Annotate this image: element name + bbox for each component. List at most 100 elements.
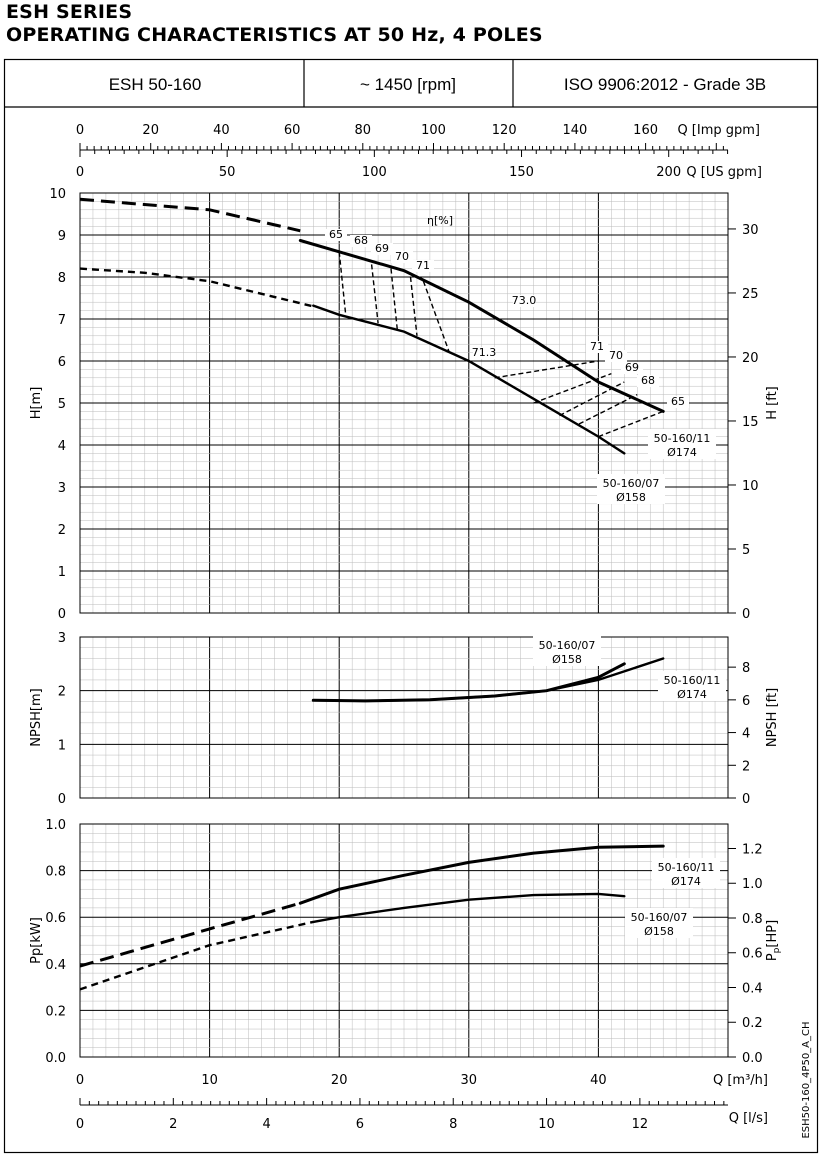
head-plot-frame	[79, 192, 729, 614]
y-tick-label: 0.0	[45, 1051, 66, 1066]
y-tick-label: 0.8	[45, 865, 66, 880]
y2-tick-label: 1.2	[742, 842, 763, 857]
head-ticks: 0 1 2 3 4 5 6 7 8 9 10 0 5 10 15 20 25 30	[49, 187, 758, 622]
y-tick-label: 1	[58, 565, 66, 580]
efficiency-label: 71.3	[472, 346, 497, 359]
y2-tick-label: 25	[742, 287, 759, 302]
series-label-bg	[658, 671, 726, 701]
y-tick-label: 8	[58, 271, 66, 286]
y-tick-label: 3	[58, 481, 66, 496]
y2-tick-label: 0	[742, 607, 750, 622]
x-tick-label: 0	[76, 1073, 84, 1088]
series-label: Ø158	[616, 491, 646, 504]
x-tick-label: 20	[331, 1073, 348, 1088]
efficiency-label: 71	[416, 259, 430, 272]
y2-tick-label: 4	[742, 727, 750, 742]
aux-tick-label: 0	[76, 1117, 84, 1132]
efficiency-label-bg	[391, 251, 413, 263]
aux-axis-label: Q [US gpm]	[686, 165, 762, 180]
series-label: 50-160/07	[539, 639, 596, 652]
aux-tick-label: 2	[169, 1117, 177, 1132]
efficiency-label-bg	[350, 235, 372, 247]
efficiency-label: 73.0	[512, 294, 537, 307]
series-label-bg	[597, 474, 665, 504]
x-tick-label: 10	[201, 1073, 218, 1088]
series-line-dashed	[79, 901, 301, 968]
head-grid	[79, 192, 729, 614]
efficiency-label: 65	[329, 228, 343, 241]
efficiency-label-bg	[412, 260, 434, 272]
y-tick-label: 1	[58, 738, 66, 753]
efficiency-contour	[494, 360, 599, 379]
aux-axis-label: Q [Imp gpm]	[677, 123, 760, 138]
model-label: ESH 50-160	[109, 75, 202, 94]
series-label-bg	[625, 908, 693, 938]
series-line-dashed	[79, 267, 314, 308]
efficiency-label-bg	[371, 243, 393, 255]
npsh-ticks: 0 1 2 3 0 2 4 6 8	[58, 631, 751, 807]
efficiency-label: 68	[641, 374, 655, 387]
series-label: Ø158	[644, 925, 674, 938]
y2-tick-label: 2	[742, 759, 750, 774]
series-label-bg	[652, 858, 720, 888]
y-tick-label: 0	[58, 792, 66, 807]
power-grid	[79, 823, 729, 1058]
aux-tick-label: 100	[362, 165, 387, 180]
aux-tick-label: 12	[632, 1117, 649, 1132]
aux-tick-label: 120	[492, 123, 517, 138]
power-panel: 0.00.20.40.60.81.00.00.20.40.60.81.01.2 …	[29, 818, 782, 1066]
series-label: Ø174	[667, 446, 697, 459]
efficiency-label: 70	[609, 349, 623, 362]
outer-frame	[3, 58, 819, 1154]
series-label: 50-160/11	[654, 432, 711, 445]
aux-axis-label: Q [l/s]	[729, 1111, 768, 1126]
y2-tick-label: 5	[742, 543, 750, 558]
aux-tick-label: 50	[219, 165, 236, 180]
aux-tick-label: 60	[284, 123, 301, 138]
efficiency-contour	[578, 393, 638, 425]
y2-axis-label-sub: p	[772, 947, 782, 953]
efficiency-contour	[559, 381, 625, 417]
chart-code: ESH50-160_4P50_A_CH	[801, 1021, 812, 1138]
efficiency-label-bg	[621, 362, 643, 374]
efficiency-label: 69	[625, 361, 639, 374]
y-axis-label: Pp[kW]	[29, 917, 44, 964]
power-curves	[79, 844, 665, 991]
series-label-bg	[648, 429, 716, 459]
y2-tick-label: 8	[742, 661, 750, 676]
head-curves	[79, 197, 665, 455]
aux-tick-label: 0	[76, 165, 84, 180]
efficiency-label-bg	[637, 375, 659, 387]
standard-label: ISO 9906:2012 - Grade 3B	[564, 75, 766, 94]
y-tick-label: 7	[58, 313, 66, 328]
aux-tick-label: 40	[213, 123, 230, 138]
aux-tick-label: 0	[76, 123, 84, 138]
y-tick-label: 2	[58, 523, 66, 538]
series-label: 50-160/11	[664, 674, 721, 687]
efficiency-axis-label: η[%]	[427, 214, 453, 227]
aux-tick-label: 4	[262, 1117, 270, 1132]
efficiency-label-bg	[325, 229, 347, 241]
y-tick-label: 9	[58, 229, 66, 244]
y-axis-label: H[m]	[29, 387, 44, 420]
efficiency-label-bg	[513, 295, 535, 307]
efficiency-contour	[598, 410, 664, 438]
y-tick-label: 4	[58, 439, 66, 454]
series-label: 50-160/07	[631, 911, 688, 924]
x-tick-label: 40	[590, 1073, 607, 1088]
efficiency-label-bg	[605, 350, 627, 362]
y2-tick-label: 0.0	[742, 1051, 763, 1066]
efficiency-label-bg	[473, 347, 495, 359]
efficiency-contour	[370, 264, 379, 324]
efficiency-contour	[422, 280, 451, 353]
y2-tick-label: 15	[742, 415, 759, 430]
y-tick-label: 0.6	[45, 911, 66, 926]
series-line-dashed	[79, 920, 314, 991]
y-tick-label: 2	[58, 685, 66, 700]
y2-tick-label: 20	[742, 351, 759, 366]
y-tick-label: 0.4	[45, 958, 66, 973]
series-line-dashed	[79, 197, 301, 233]
